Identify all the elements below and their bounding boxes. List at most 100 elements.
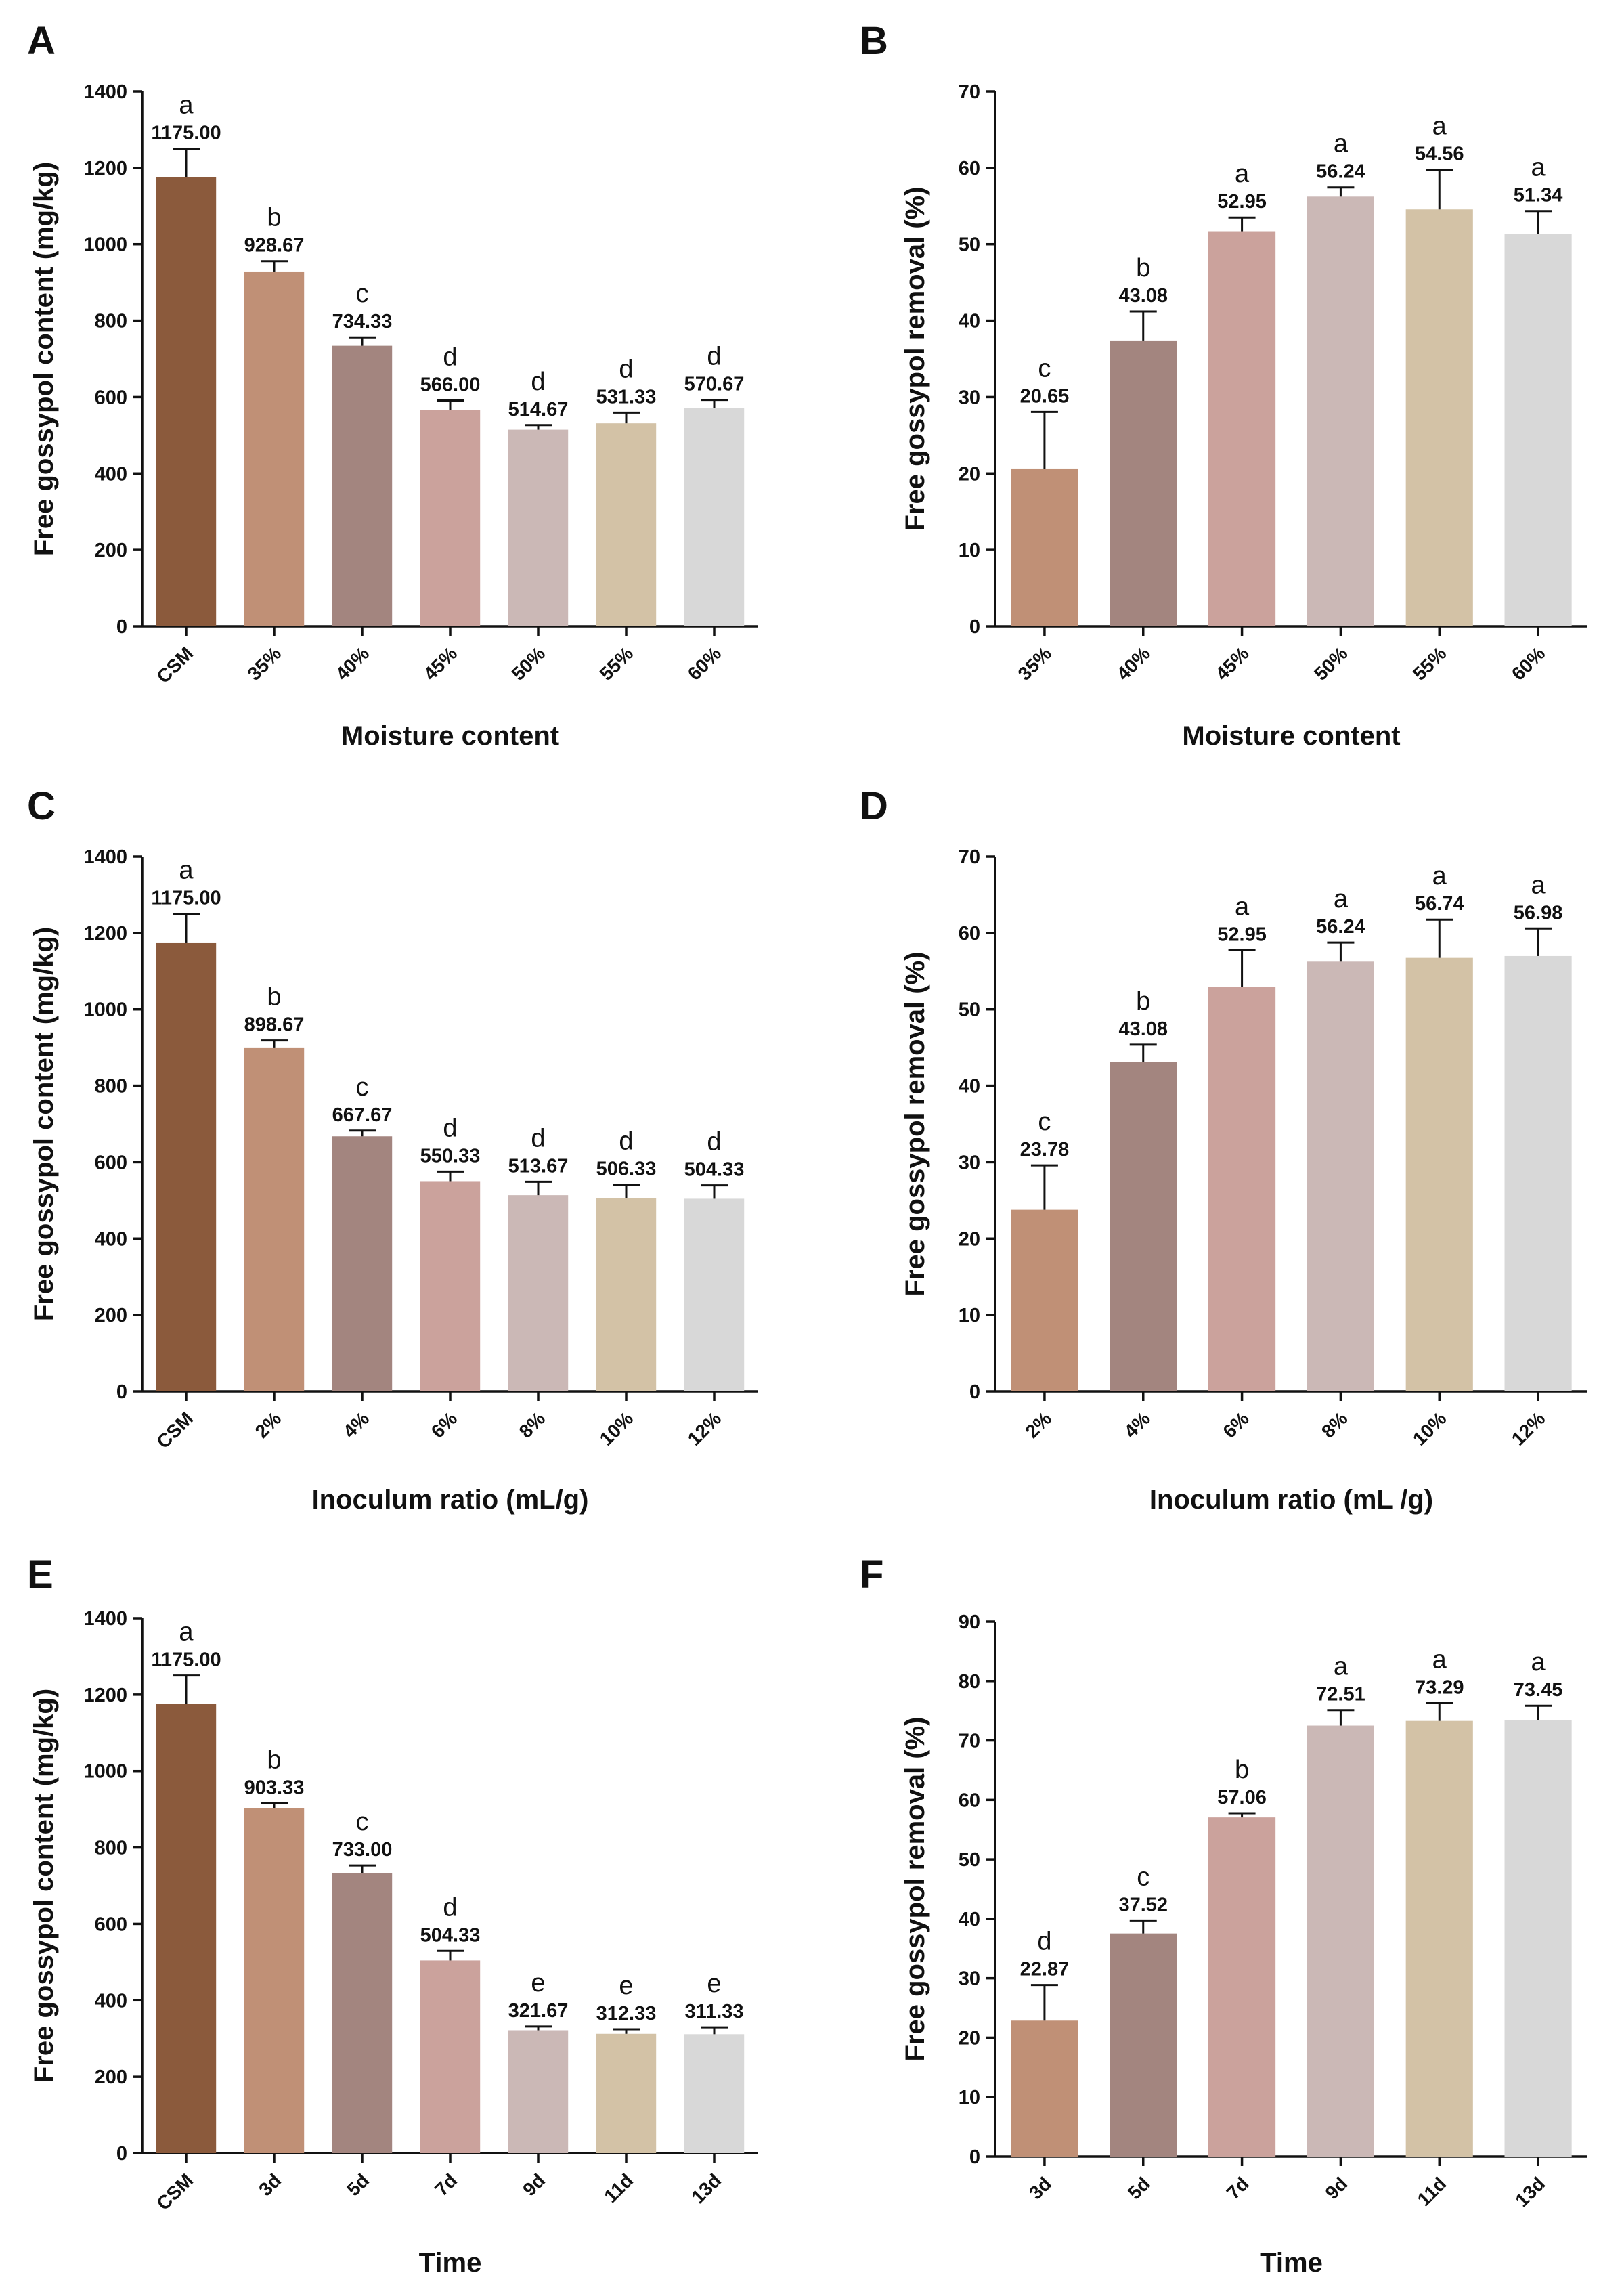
y-tick-label: 1400 (83, 1608, 127, 1630)
y-axis-title: Free gossypol content (mg/kg) (29, 1689, 59, 2083)
category-label: 8% (515, 1408, 550, 1442)
x-axis-title: Inoculum ratio (mL/g) (312, 1485, 589, 1515)
significance-letter: b (1136, 254, 1150, 282)
data-label: 898.67 (244, 1014, 305, 1036)
category-label: 7d (1223, 2173, 1253, 2203)
bar (596, 2033, 657, 2153)
bar (1405, 957, 1473, 1391)
y-tick-label: 1000 (83, 234, 127, 256)
bar (1504, 234, 1572, 626)
significance-letter: a (1334, 130, 1349, 158)
y-tick-label: 20 (959, 2027, 980, 2049)
category-label: 11d (600, 2169, 637, 2207)
category-label: 5d (1124, 2173, 1154, 2203)
significance-letter: c (356, 1808, 369, 1836)
y-tick-label: 80 (959, 1671, 980, 1693)
chart-panel-a: A 0 200 400 600 800 1000 1200 1400 1175.00 a CSM 928… (27, 19, 758, 751)
category-label: 2% (251, 1408, 286, 1442)
bar (332, 1873, 393, 2153)
category-label: 2% (1022, 1408, 1056, 1442)
bar (508, 2030, 569, 2153)
significance-letter: c (1038, 1108, 1051, 1136)
data-label: 73.29 (1415, 1676, 1464, 1698)
y-tick-label: 50 (959, 999, 980, 1021)
y-tick-label: 1400 (83, 81, 127, 103)
data-label: 506.33 (596, 1158, 657, 1180)
data-label: 566.00 (420, 374, 481, 396)
data-label: 667.67 (332, 1104, 393, 1126)
bar (684, 1198, 745, 1391)
x-axis-title: Time (419, 2248, 482, 2278)
data-label: 20.65 (1020, 385, 1070, 407)
y-tick-label: 400 (95, 1228, 127, 1250)
category-label: 3d (1025, 2173, 1055, 2203)
y-tick-label: 10 (959, 1305, 980, 1326)
data-label: 1175.00 (151, 123, 221, 144)
bar (1307, 1725, 1374, 2157)
data-label: 56.24 (1316, 161, 1365, 183)
bar (1504, 1720, 1572, 2157)
chart-panel-b: B 0 10 20 30 40 50 60 70 20.65c 35% 43.08 b 40% 52.95 a… (860, 19, 1587, 751)
category-label: 12% (1508, 1408, 1550, 1450)
category-label: 4% (339, 1408, 374, 1442)
y-tick-label: 800 (95, 1076, 127, 1098)
significance-letter: d (707, 343, 721, 371)
significance-letter: a (1531, 871, 1546, 899)
bar (1011, 2020, 1078, 2157)
category-label: 50% (508, 643, 550, 685)
data-label: 56.98 (1514, 902, 1563, 924)
category-label: 7d (431, 2169, 461, 2200)
panel-letter: F (860, 1553, 883, 1597)
y-tick-label: 10 (959, 540, 980, 561)
bar (1011, 468, 1078, 626)
data-label: 52.95 (1217, 924, 1267, 945)
category-label: 45% (420, 643, 462, 685)
panel-letter: A (27, 19, 56, 63)
bar (244, 1808, 305, 2153)
category-label: 9d (1321, 2173, 1352, 2203)
y-tick-label: 0 (116, 2143, 127, 2165)
bar (420, 1181, 481, 1391)
significance-letter: d (531, 368, 545, 396)
x-axis-title: Moisture content (1182, 721, 1400, 751)
category-label: 55% (1409, 643, 1451, 685)
bar (1208, 987, 1276, 1391)
y-tick-label: 800 (95, 311, 127, 332)
category-label: 9d (519, 2169, 549, 2200)
data-label: 37.52 (1118, 1894, 1168, 1915)
y-axis-title: Free gossypol removal (%) (900, 186, 930, 531)
significance-letter: a (1432, 112, 1447, 141)
bar (1110, 1933, 1177, 2157)
y-tick-label: 40 (959, 311, 980, 332)
y-tick-label: 10 (959, 2087, 980, 2108)
data-label: 56.24 (1316, 916, 1365, 938)
bar (684, 408, 745, 626)
significance-letter: d (443, 1893, 457, 1922)
significance-letter: a (179, 1618, 194, 1647)
bar (332, 1136, 393, 1391)
significance-letter: d (1037, 1928, 1051, 1956)
bar (244, 1047, 305, 1391)
data-label: 1175.00 (151, 888, 221, 909)
data-label: 43.08 (1118, 1018, 1168, 1040)
y-tick-label: 1400 (83, 846, 127, 868)
bar (1405, 1720, 1473, 2157)
y-tick-label: 90 (959, 1611, 980, 1633)
significance-letter: e (531, 1969, 545, 1997)
y-tick-label: 1200 (83, 923, 127, 945)
significance-letter: b (1136, 987, 1150, 1016)
category-label: 13d (1511, 2173, 1549, 2211)
data-label: 928.67 (244, 235, 305, 257)
significance-letter: a (1334, 885, 1349, 913)
x-axis-title: Time (1260, 2248, 1323, 2278)
y-tick-label: 1200 (83, 158, 127, 179)
data-label: 23.78 (1020, 1139, 1070, 1161)
panel-letter: B (860, 19, 888, 63)
data-label: 72.51 (1316, 1684, 1365, 1706)
y-tick-label: 70 (959, 846, 980, 868)
category-label: 6% (1219, 1408, 1253, 1442)
x-axis-title: Moisture content (341, 721, 559, 751)
category-label: CSM (152, 643, 197, 687)
significance-letter: a (1531, 154, 1546, 182)
significance-letter: d (443, 1114, 457, 1142)
